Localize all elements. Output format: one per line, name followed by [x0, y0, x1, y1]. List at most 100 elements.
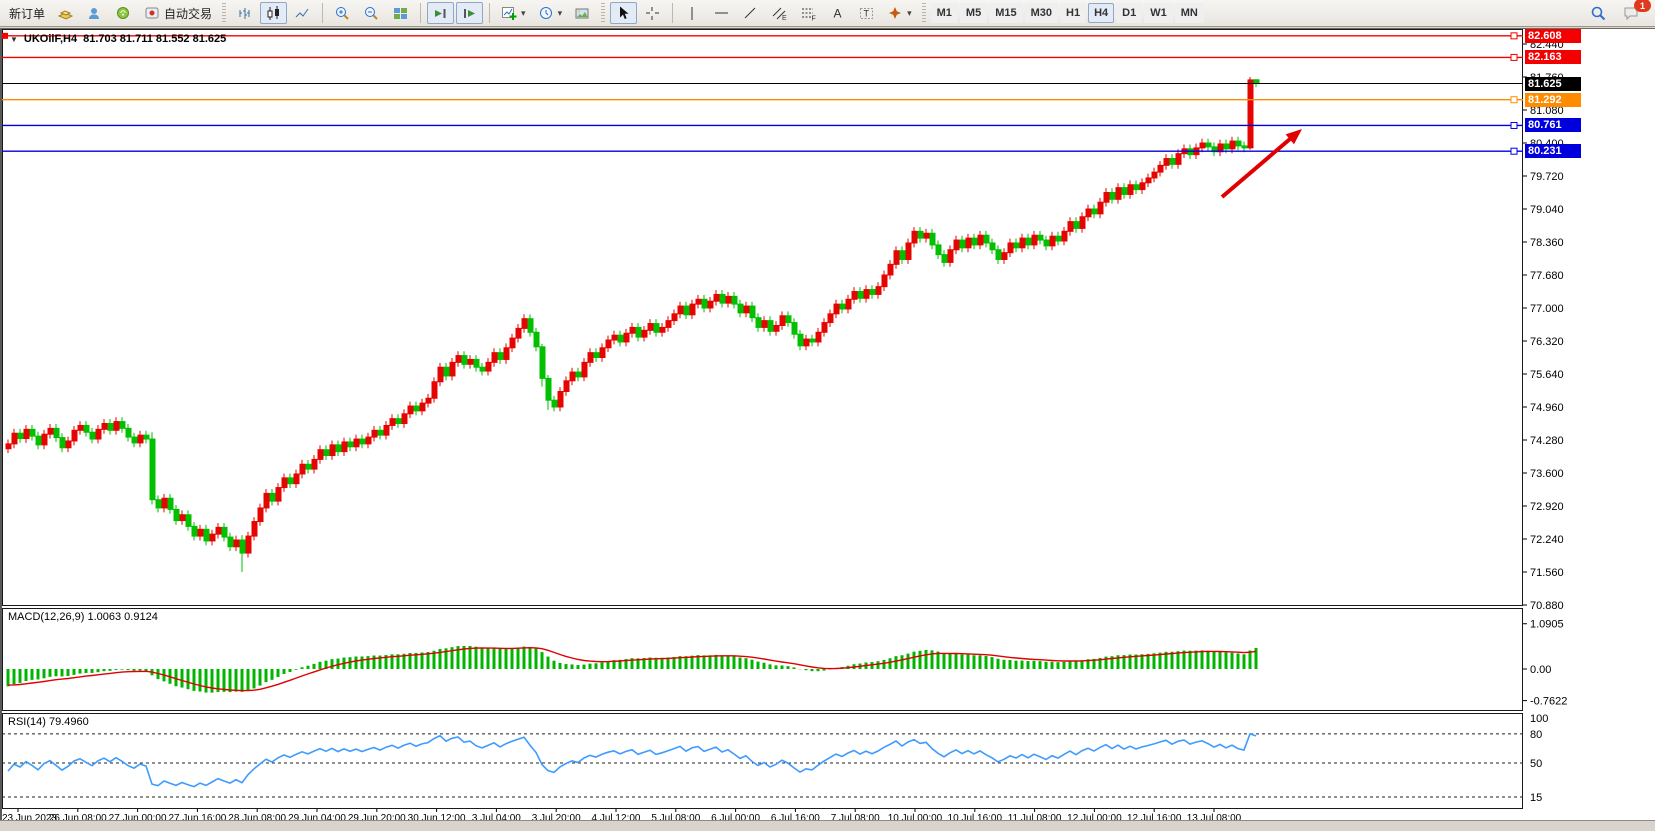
chat-button[interactable]: 1: [1618, 0, 1651, 24]
svg-text:100: 100: [1530, 713, 1548, 725]
community-icon: [86, 5, 103, 22]
horizontal-line-button[interactable]: [708, 2, 735, 24]
svg-text:29 Jun 04:00: 29 Jun 04:00: [288, 813, 346, 821]
chart-canvas[interactable]: 82.44081.76081.08080.40079.72079.04078.3…: [0, 29, 1655, 821]
chart-shift-button[interactable]: [456, 2, 484, 24]
svg-text:T: T: [864, 8, 870, 18]
svg-text:3 Jul 20:00: 3 Jul 20:00: [532, 813, 581, 821]
horizontal-line-icon: [713, 5, 730, 22]
trendline-icon: [742, 5, 759, 22]
notification-badge: 1: [1634, 0, 1651, 12]
search-button[interactable]: [1585, 2, 1612, 24]
svg-text:7 Jul 08:00: 7 Jul 08:00: [831, 813, 880, 821]
templates-button[interactable]: [569, 2, 596, 24]
main-toolbar: 新订单 自动交易 ▾ ▾: [0, 0, 1655, 27]
tile-windows-button[interactable]: [387, 2, 414, 24]
timeframe-w1[interactable]: W1: [1144, 3, 1173, 23]
search-icon: [1590, 5, 1607, 22]
price-level-badge: 80.761: [1525, 118, 1581, 133]
axis-layer: 82.44081.76081.08080.40079.72079.04078.3…: [0, 29, 1564, 821]
svg-text:80: 80: [1530, 729, 1542, 741]
zoom-in-icon: [334, 5, 351, 22]
community-button[interactable]: [81, 2, 108, 24]
vertical-line-button[interactable]: [679, 2, 706, 24]
timeframe-m1[interactable]: M1: [930, 3, 958, 23]
svg-text:26 Jun 08:00: 26 Jun 08:00: [49, 813, 107, 821]
indicators-icon: [501, 5, 518, 22]
new-order-button[interactable]: 新订单: [4, 2, 50, 24]
svg-text:73.600: 73.600: [1530, 468, 1564, 480]
timeframe-m15[interactable]: M15: [989, 3, 1023, 23]
timeframe-h1[interactable]: H1: [1060, 3, 1087, 23]
equidistant-channel-button[interactable]: E: [766, 2, 793, 24]
svg-text:23 Jun 2023: 23 Jun 2023: [2, 813, 57, 821]
fibonacci-button[interactable]: F: [795, 2, 822, 24]
svg-text:71.560: 71.560: [1530, 567, 1564, 579]
arrows-icon: [887, 5, 904, 22]
candlestick-chart-button[interactable]: [260, 2, 288, 24]
cursor-button[interactable]: [610, 2, 638, 24]
svg-text:11 Jul 08:00: 11 Jul 08:00: [1008, 813, 1062, 821]
macd-layer: 1.0905 0.00 -0.7622: [6, 619, 1567, 708]
svg-text:4 Jul 12:00: 4 Jul 12:00: [592, 813, 641, 821]
svg-text:70.880: 70.880: [1530, 600, 1564, 612]
svg-text:74.960: 74.960: [1530, 402, 1564, 414]
rsi-indicator-label: RSI(14) 79.4960: [8, 716, 89, 728]
autotrading-icon: [144, 5, 161, 22]
svg-text:29 Jun 20:00: 29 Jun 20:00: [348, 813, 406, 821]
periods-button[interactable]: ▾: [533, 2, 568, 24]
chevron-down-icon: ▾: [521, 7, 526, 18]
auto-scroll-button[interactable]: [427, 2, 455, 24]
templates-icon: [574, 5, 591, 22]
line-chart-icon: [294, 5, 311, 22]
text-icon: A: [829, 5, 846, 22]
equidistant-channel-icon: E: [771, 5, 788, 22]
price-level-badge: 81.292: [1525, 92, 1581, 107]
arrows-button[interactable]: ▾: [882, 2, 917, 24]
line-chart-button[interactable]: [289, 2, 316, 24]
indicators-button[interactable]: ▾: [496, 2, 531, 24]
layers-icon: [57, 5, 74, 22]
text-button[interactable]: A: [824, 2, 851, 24]
timeframe-mn[interactable]: MN: [1174, 3, 1204, 23]
current-price-badge: 81.625: [1525, 76, 1581, 91]
trendline-button[interactable]: [737, 2, 764, 24]
chevron-down-icon: ▾: [557, 7, 563, 18]
svg-text:3 Jul 04:00: 3 Jul 04:00: [472, 813, 521, 821]
timeframe-h4[interactable]: H4: [1088, 3, 1115, 23]
clock-icon: [538, 5, 555, 22]
svg-text:30 Jun 12:00: 30 Jun 12:00: [408, 813, 466, 821]
timeframe-m5[interactable]: M5: [959, 3, 988, 23]
zoom-in-button[interactable]: [329, 2, 356, 24]
svg-text:50: 50: [1530, 758, 1542, 770]
chevron-down-icon: ▾: [907, 7, 912, 18]
crosshair-button[interactable]: [639, 2, 666, 24]
chart-shift-icon: [461, 5, 478, 22]
candlestick-chart-icon: [265, 5, 282, 22]
svg-text:F: F: [812, 15, 816, 22]
svg-text:79.720: 79.720: [1530, 171, 1564, 183]
price-level-badge: 80.231: [1525, 144, 1581, 159]
vertical-line-icon: [684, 5, 701, 22]
timeframe-d1[interactable]: D1: [1116, 3, 1143, 23]
svg-text:27 Jun 00:00: 27 Jun 00:00: [109, 813, 167, 821]
zoom-out-button[interactable]: [358, 2, 385, 24]
fibonacci-icon: F: [800, 5, 817, 22]
svg-text:A: A: [834, 6, 842, 20]
text-label-button[interactable]: T: [853, 2, 880, 24]
signals-button[interactable]: [110, 2, 137, 24]
toolbar-grip: [222, 3, 227, 23]
svg-text:79.040: 79.040: [1530, 204, 1564, 216]
collapse-icon[interactable]: ▼: [10, 34, 18, 44]
bar-chart-button[interactable]: [231, 2, 258, 24]
svg-text:12 Jul 16:00: 12 Jul 16:00: [1127, 813, 1182, 821]
text-label-icon: T: [858, 5, 875, 22]
chart-symbol-period: UKOilF,H4: [23, 33, 78, 45]
timeframe-m30[interactable]: M30: [1024, 3, 1058, 23]
layers-button[interactable]: [52, 2, 79, 24]
bar-chart-icon: [236, 5, 253, 22]
svg-text:12 Jul 00:00: 12 Jul 00:00: [1067, 813, 1122, 821]
autotrading-button[interactable]: 自动交易: [139, 2, 217, 24]
candles-layer: [5, 77, 1260, 573]
arrow-annotation: [1220, 129, 1302, 199]
